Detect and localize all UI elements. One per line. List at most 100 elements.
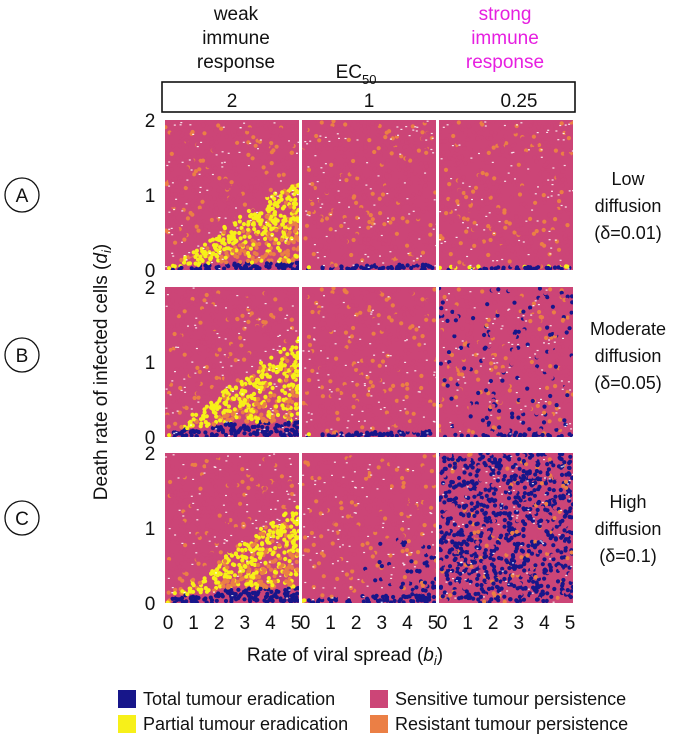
point-sensitive — [194, 293, 199, 298]
point-sensitive — [195, 391, 200, 396]
point-gap — [188, 159, 191, 161]
point-sensitive — [204, 177, 210, 183]
point-sensitive — [209, 140, 215, 145]
point-sensitive — [497, 152, 502, 157]
point-sensitive — [331, 368, 336, 374]
point-resistant — [302, 400, 306, 406]
point-sensitive — [175, 323, 180, 328]
point-sensitive — [461, 140, 466, 145]
point-sensitive — [302, 361, 306, 366]
point-sensitive — [458, 195, 463, 200]
point-sensitive — [380, 368, 385, 374]
point-sensitive — [381, 310, 386, 315]
point-sensitive — [547, 212, 552, 218]
point-total — [285, 428, 290, 433]
point-sensitive — [221, 334, 226, 339]
point-sensitive — [410, 133, 416, 138]
point-total — [291, 267, 296, 270]
point-sensitive — [558, 209, 563, 214]
point-sensitive — [270, 183, 275, 188]
point-sensitive — [522, 424, 527, 429]
point-total — [569, 310, 573, 315]
point-partial — [244, 376, 250, 381]
point-partial — [285, 352, 290, 357]
point-total — [401, 432, 406, 437]
point-resistant — [420, 334, 425, 339]
point-resistant — [190, 129, 195, 135]
header-strong-line1: strong — [479, 4, 532, 25]
point-sensitive — [273, 321, 278, 326]
point-gap — [418, 238, 421, 240]
point-resistant — [528, 319, 533, 324]
point-sensitive — [384, 174, 389, 180]
point-partial — [224, 400, 229, 405]
point-gap — [370, 311, 373, 313]
point-resistant — [376, 146, 381, 151]
point-sensitive — [263, 180, 268, 185]
point-total — [495, 313, 500, 318]
point-partial — [258, 360, 264, 365]
point-sensitive — [302, 423, 307, 428]
point-gap — [279, 180, 282, 182]
point-sensitive — [428, 326, 433, 331]
point-sensitive — [408, 201, 413, 206]
point-gap — [259, 139, 262, 141]
point-sensitive — [393, 146, 398, 152]
point-sensitive — [344, 193, 349, 198]
point-sensitive — [539, 259, 544, 264]
point-total — [194, 267, 199, 270]
point-sensitive — [424, 198, 429, 203]
point-resistant — [481, 239, 486, 244]
point-resistant — [457, 260, 462, 265]
point-sensitive — [423, 287, 428, 291]
point-gap — [302, 350, 305, 352]
point-total — [277, 263, 282, 268]
point-partial — [223, 388, 229, 393]
point-sensitive — [477, 173, 482, 178]
point-sensitive — [371, 423, 376, 428]
point-resistant — [293, 221, 298, 226]
point-sensitive — [463, 129, 469, 135]
point-sensitive — [449, 220, 454, 225]
point-sensitive — [209, 291, 214, 296]
point-sensitive — [560, 408, 565, 413]
point-gap — [263, 428, 266, 430]
point-sensitive — [304, 340, 309, 345]
point-gap — [256, 211, 259, 214]
point-sensitive — [363, 189, 368, 194]
point-sensitive — [439, 133, 443, 138]
point-total — [274, 429, 279, 434]
point-sensitive — [255, 123, 260, 128]
point-sensitive — [466, 124, 472, 129]
point-sensitive — [316, 224, 321, 229]
point-total — [452, 334, 457, 339]
point-partial — [476, 264, 481, 269]
point-sensitive — [421, 391, 426, 396]
point-sensitive — [165, 158, 168, 163]
point-gap — [562, 132, 565, 135]
point-partial — [263, 236, 268, 241]
point-total — [178, 431, 183, 436]
point-resistant — [317, 138, 322, 143]
point-sensitive — [285, 165, 291, 170]
point-resistant — [202, 298, 207, 303]
point-resistant — [370, 217, 375, 222]
point-resistant — [394, 398, 399, 403]
point-sensitive — [328, 328, 333, 333]
point-sensitive — [179, 366, 184, 371]
point-resistant — [491, 145, 496, 150]
point-sensitive — [518, 390, 523, 395]
point-sensitive — [347, 412, 352, 417]
point-sensitive — [315, 167, 320, 172]
point-sensitive — [430, 127, 435, 132]
point-gap — [189, 124, 192, 126]
point-sensitive — [243, 300, 248, 305]
point-sensitive — [450, 324, 455, 329]
point-resistant — [281, 257, 286, 263]
point-resistant — [287, 397, 292, 402]
point-resistant — [367, 305, 372, 310]
point-sensitive — [417, 191, 422, 196]
point-gap — [430, 148, 433, 151]
point-sensitive — [549, 346, 554, 351]
point-resistant — [286, 240, 291, 246]
